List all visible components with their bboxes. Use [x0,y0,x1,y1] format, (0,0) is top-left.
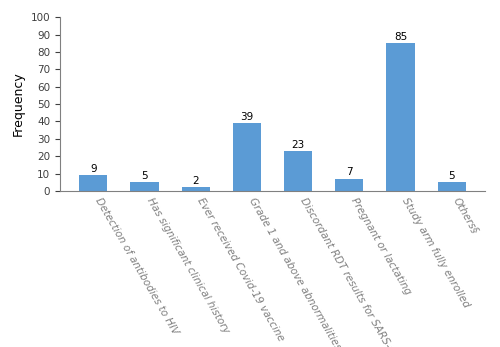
Bar [80,175,108,191]
Bar [335,179,364,191]
Text: 2: 2 [192,176,199,186]
Text: 9: 9 [90,164,96,174]
Bar [182,187,210,191]
Text: 5: 5 [142,171,148,181]
Text: 39: 39 [240,112,254,122]
Y-axis label: Frequency: Frequency [12,72,25,136]
Bar [386,43,414,191]
Text: 7: 7 [346,167,352,177]
Bar [130,182,158,191]
Bar [233,123,261,191]
Bar [284,151,312,191]
Text: 85: 85 [394,32,407,42]
Text: 23: 23 [292,139,304,150]
Bar [438,182,466,191]
Text: 5: 5 [448,171,455,181]
